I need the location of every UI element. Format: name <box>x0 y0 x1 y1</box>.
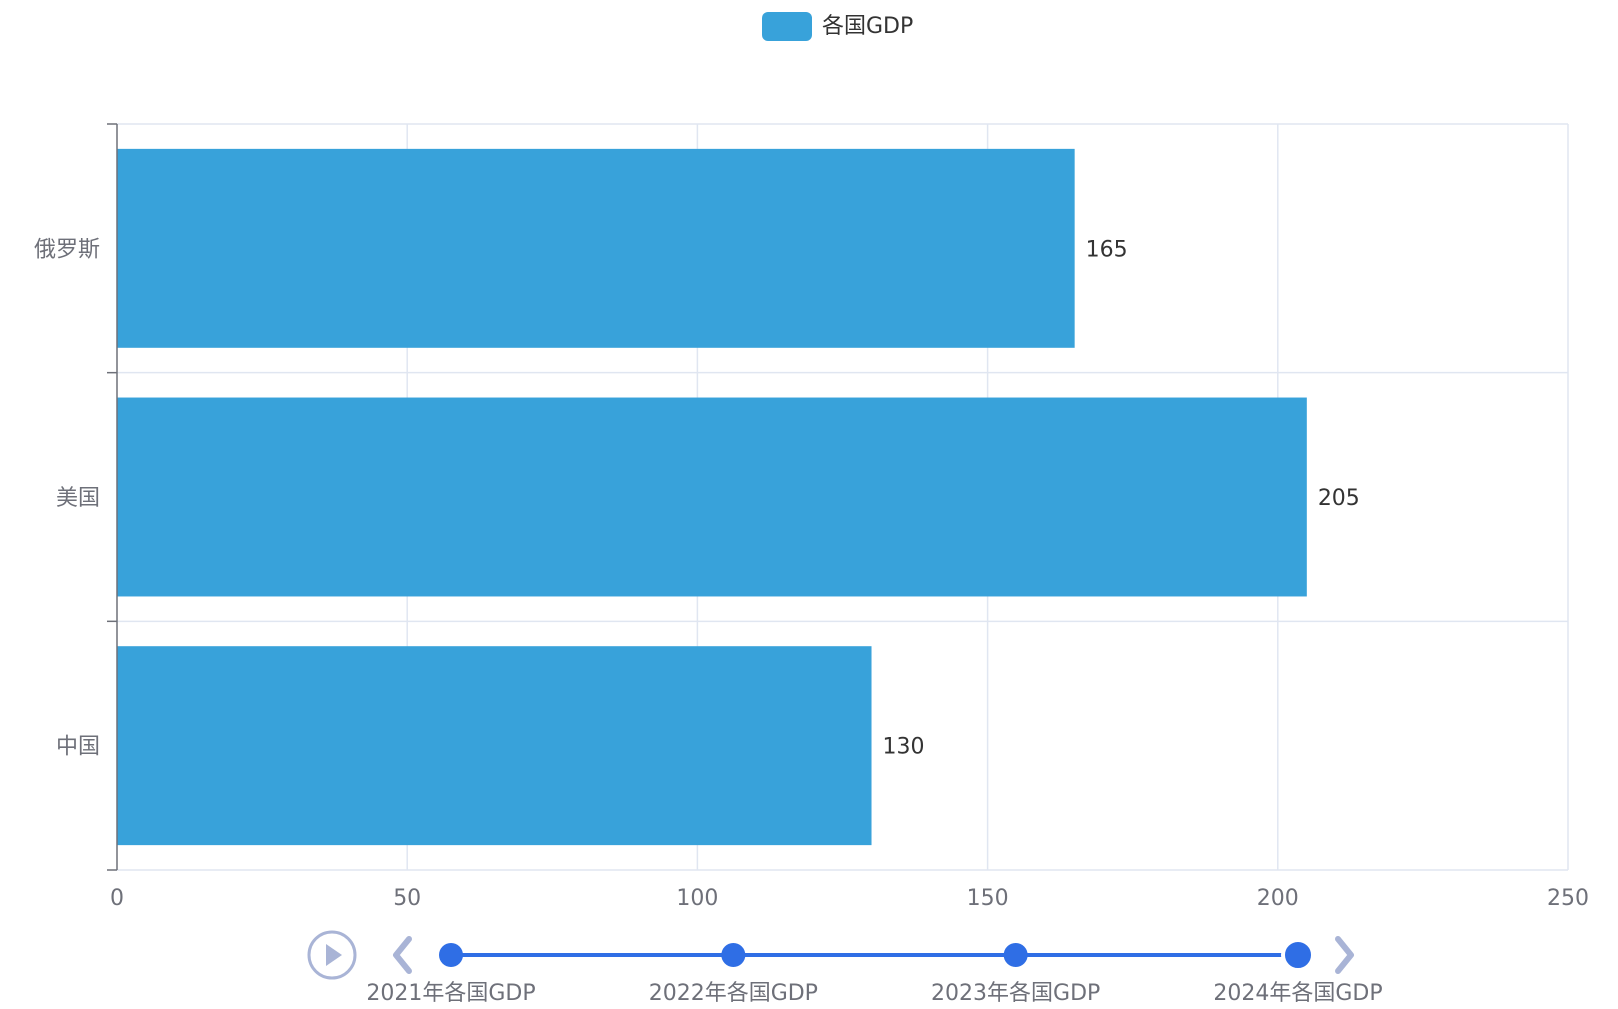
timeline-label[interactable]: 2023年各国GDP <box>931 981 1100 1006</box>
x-tick-label: 0 <box>110 886 124 911</box>
axes: 0 50 100 150 200 250 中国 美国 俄罗斯 <box>34 123 1589 911</box>
data-label: 165 <box>1086 237 1128 262</box>
timeline-label[interactable]: 2021年各国GDP <box>366 981 535 1006</box>
y-category-label: 俄罗斯 <box>34 237 100 262</box>
x-tick-label: 250 <box>1547 886 1589 911</box>
play-icon[interactable] <box>326 944 342 966</box>
x-tick-label: 200 <box>1257 886 1299 911</box>
bar[interactable] <box>117 646 872 846</box>
timeline-dot-current[interactable] <box>1281 938 1315 972</box>
chevron-left-icon[interactable] <box>393 936 412 974</box>
x-tick-label: 150 <box>967 886 1009 911</box>
timeline-dot[interactable] <box>439 943 463 967</box>
y-category-label: 中国 <box>56 735 100 760</box>
x-tick-label: 100 <box>676 886 718 911</box>
play-button[interactable] <box>307 930 357 980</box>
timeline-label[interactable]: 2022年各国GDP <box>649 981 818 1006</box>
timeline-dot[interactable] <box>1003 943 1028 967</box>
legend-label[interactable]: 各国GDP <box>822 14 913 39</box>
data-label: 205 <box>1318 486 1360 511</box>
data-label: 130 <box>883 735 925 760</box>
y-category-label: 美国 <box>56 486 100 511</box>
legend-swatch[interactable] <box>762 12 812 41</box>
legend[interactable]: 各国GDP <box>762 12 913 41</box>
timeline-track: 2021年各国GDP 2022年各国GDP 2023年各国GDP 2024年各国GDP <box>366 938 1383 1006</box>
timeline-dot[interactable] <box>721 943 746 967</box>
x-tick-label: 50 <box>393 886 421 911</box>
bar-series: 130 205 165 <box>117 148 1360 846</box>
timeline: 2021年各国GDP 2022年各国GDP 2023年各国GDP 2024年各国GDP <box>307 930 1383 1006</box>
timeline-label[interactable]: 2024年各国GDP <box>1213 981 1382 1006</box>
chevron-right-icon[interactable] <box>1335 936 1354 974</box>
bar[interactable] <box>117 397 1307 597</box>
bar[interactable] <box>117 148 1075 348</box>
